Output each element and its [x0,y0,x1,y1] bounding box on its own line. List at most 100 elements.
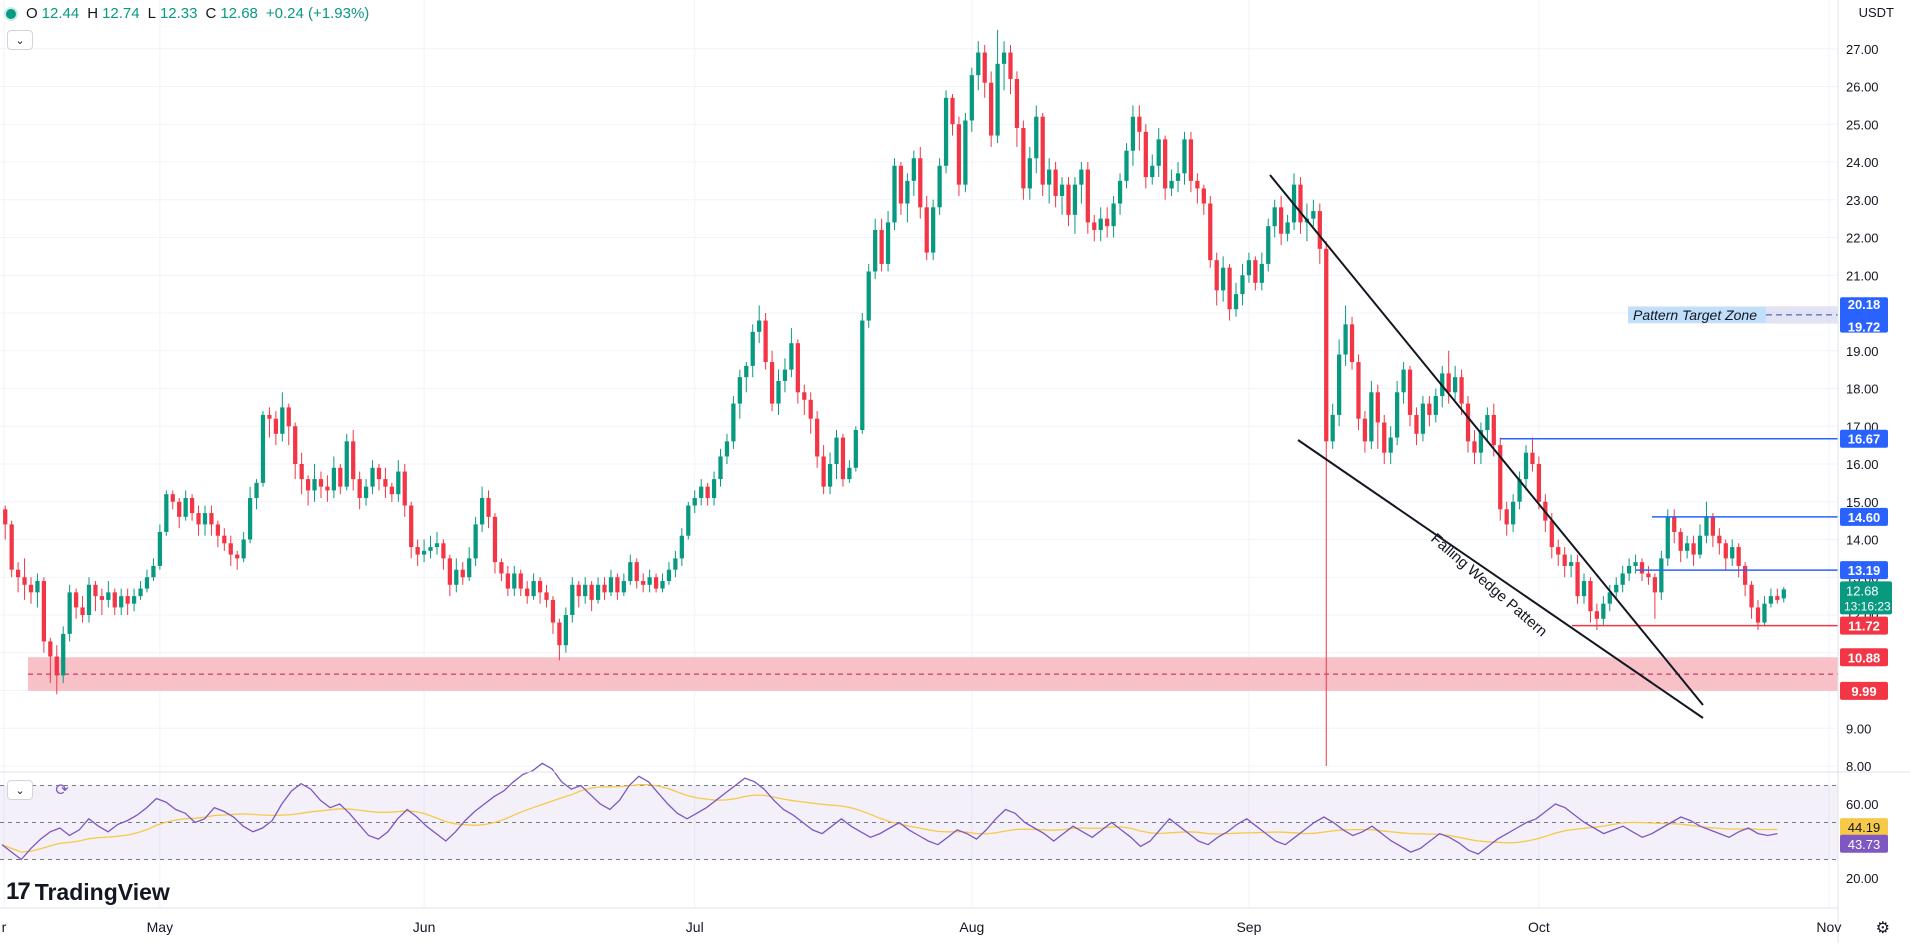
candle-body [1382,422,1387,453]
candle-body [705,486,710,498]
zones [28,657,1838,691]
candle-body [1040,116,1045,185]
candle-body [1053,169,1058,196]
candle-body [885,222,891,264]
candle-body [61,633,66,676]
target-zone-price-bg [1840,297,1888,333]
y-tick-label: 16.00 [1846,457,1879,472]
candle-body [1691,543,1696,555]
candle-body [1446,373,1451,393]
candle-body [1356,362,1361,419]
currency-label[interactable]: USDT [1858,5,1894,20]
y-tick-label: 18.00 [1846,382,1879,397]
candle-body [1047,169,1052,185]
candle-body [183,497,188,517]
candle-body [802,392,807,400]
candle-body [995,63,1000,136]
candle-body [1124,150,1129,181]
candle-body [486,497,491,517]
refresh-icon[interactable]: ⟳ [55,782,69,799]
target-zone-low: 19.72 [1848,320,1881,335]
candle-body [1208,203,1213,261]
change-value: +0.24 (+1.93%) [265,5,370,22]
candle-body [151,565,156,578]
candle-body [563,615,568,646]
candle-body [1395,392,1400,438]
settings-icon[interactable]: ⚙ [1875,920,1890,937]
candle-body [460,569,465,578]
candle-body [1568,562,1574,566]
chevron-down-icon: ⌄ [15,784,25,797]
x-tick-label: May [147,919,173,935]
candle-body [550,599,556,623]
candle-body [454,569,459,585]
candle-body [1169,180,1174,189]
candle-body [860,320,865,431]
candle-body [479,497,485,525]
y-tick-label: 26.00 [1846,80,1879,95]
candle-body [402,471,407,506]
candle-body [847,467,852,480]
candle-body [711,479,717,498]
candle-body [1517,479,1522,502]
candle-body [653,577,659,589]
candle-body [41,581,47,642]
candle-body [357,479,362,498]
open-label: O [26,5,38,22]
candle-body [1150,165,1155,178]
candle-body [1652,577,1658,593]
ohlc-legend: O 12.44 H 12.74 L 12.33 C 12.68 +0.24 (+1.93… [6,5,369,22]
legend-collapse-button[interactable]: ⌄ [7,30,33,50]
candle-body [1665,516,1670,559]
level-label-bg [1840,429,1888,448]
candle-body [769,362,775,404]
zone-label-bg [1840,681,1888,700]
candle-body [750,331,755,366]
x-tick-label: Jun [413,919,436,935]
candle-body [1478,430,1484,453]
tradingview-logo[interactable]: 17 TradingView [6,878,170,906]
candle-body [898,165,904,204]
candle-body [834,437,839,464]
candle-body [1639,562,1645,574]
countdown-label: 13:16:23 [1844,599,1891,613]
candle-body [1137,116,1142,132]
candle-body [1092,222,1097,230]
candle-body [1233,294,1239,310]
candle-body [1059,184,1065,196]
candle-body [1143,131,1148,178]
candle-body [911,158,916,181]
candle-body [737,377,742,404]
candle-body [318,479,324,487]
rsi-collapse-button[interactable]: ⌄ [7,780,33,800]
candle-body [1201,188,1206,204]
y-tick-label: 21.00 [1846,268,1879,283]
candle-body [1530,452,1535,464]
candle-body [608,577,614,593]
close-value: 12.68 [220,5,258,22]
candle-body [1523,452,1529,480]
candle-body [1678,531,1683,551]
candle-body [9,524,14,570]
candle-body [1369,392,1374,442]
candle-body [634,562,639,582]
rsi-tick-label: 20.00 [1846,871,1879,886]
candle-body [1498,445,1503,510]
rsi-ma-line [1,784,1778,853]
candle-body [1472,441,1477,453]
candle-body [1388,437,1393,453]
candle-body [54,656,59,676]
candle-body [557,622,562,646]
candle-body [370,467,375,487]
candle-body [1453,377,1458,393]
level-label: 13.19 [1848,563,1881,578]
candle-body [1279,207,1284,234]
candle-body [1008,52,1013,79]
drawings: Pattern Target Zone Falling Wedge Pattern [1269,174,1838,719]
candle-body [692,497,697,506]
candle-body [1562,554,1567,566]
x-tick-label: Aug [959,919,984,935]
candle-body [67,592,72,634]
